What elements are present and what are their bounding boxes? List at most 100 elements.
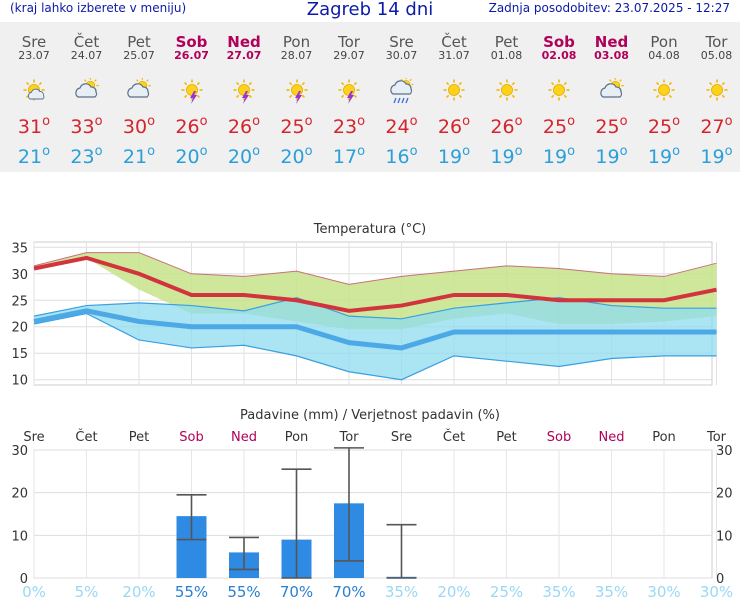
x-tick-label: Sob	[547, 430, 571, 445]
max-upper-line	[33, 252, 717, 285]
cloud-sun-icon	[74, 77, 100, 104]
min-temp: 20o	[175, 144, 208, 168]
probability-label: 70%	[332, 583, 365, 600]
x-tick-label: Pon	[652, 430, 676, 445]
min-temp: 16o	[385, 144, 418, 168]
day-name: Čet	[73, 33, 100, 51]
cloud-sun-icon	[126, 77, 152, 104]
probability-label: 20%	[437, 583, 470, 600]
max-temp: 23o	[332, 114, 366, 138]
sun-icon	[546, 78, 572, 104]
day-name: Tor	[338, 33, 360, 51]
day-date: 29.07	[333, 49, 365, 62]
day-column: Pet 01.08 26o 19o	[481, 22, 533, 168]
max-temp: 25o	[542, 114, 576, 138]
y-tick-label: 20	[11, 321, 28, 336]
max-temp: 24o	[385, 114, 418, 138]
day-column: Sob 02.08 25o 19o	[533, 22, 585, 168]
day-name: Sre	[21, 33, 47, 51]
max-temp: 25o	[647, 114, 681, 138]
max-temp: 25o	[595, 114, 628, 138]
max-temp: 33o	[70, 114, 103, 138]
min-upper-line	[33, 296, 717, 320]
y-tick-label-left: 20	[11, 487, 28, 502]
max-temp: 27o	[700, 114, 733, 138]
y-tick-label-left: 30	[11, 444, 28, 459]
day-name: Sob	[175, 33, 208, 51]
day-name: Pon	[650, 33, 678, 51]
min-temp: 21o	[17, 144, 51, 168]
thunder-sun-icon	[336, 78, 362, 104]
day-name: Pon	[282, 33, 311, 51]
probability-label: 25%	[490, 583, 523, 600]
min-temp: 19o	[647, 144, 681, 168]
min-temp: 19o	[542, 144, 576, 168]
min-temp: 19o	[490, 144, 523, 168]
cloud-sun-icon	[599, 77, 625, 104]
plot-area	[33, 449, 713, 579]
header-bar: (kraj lahko izberete v meniju) Zagreb 14…	[0, 0, 740, 22]
min-temp: 23o	[70, 144, 103, 168]
x-tick-label: Čet	[75, 429, 97, 445]
chart-title: Padavine (mm) / Verjetnost padavin (%)	[240, 408, 500, 423]
day-name: Ned	[594, 33, 629, 51]
location-hint: (kraj lahko izberete v meniju)	[10, 1, 187, 15]
thunder-sun-icon	[179, 78, 205, 104]
probability-label: 0%	[22, 583, 46, 600]
x-tick-label: Tor	[338, 430, 359, 445]
max-temp: 25o	[280, 114, 313, 138]
day-column: Ned 27.07 26o 20o	[218, 22, 270, 168]
probability-label: 55%	[227, 583, 260, 600]
x-tick-label: Čet	[443, 429, 465, 445]
day-date: 31.07	[438, 49, 470, 62]
day-column: Ned 03.08 25o 19o	[586, 22, 638, 168]
day-column: Tor 29.07 23o 17o	[323, 22, 375, 168]
day-column: Sob 26.07 26o 20o	[166, 22, 218, 168]
day-column: Čet 31.07 26o 19o	[428, 22, 480, 168]
y-tick-label: 35	[11, 241, 28, 256]
min-temp: 20o	[227, 144, 261, 168]
max-temp: 26o	[227, 114, 261, 138]
probability-label: 5%	[75, 583, 99, 600]
day-name: Sob	[543, 33, 575, 51]
probability-label: 35%	[542, 583, 575, 600]
y-tick-label: 10	[11, 374, 28, 389]
probability-label: 30%	[700, 583, 733, 600]
day-date: 25.07	[123, 49, 155, 62]
daily-forecast-panel: Sre 23.07 31o 21o Čet 24.07 33o 23o Pet 25.07 30o 2…	[0, 22, 740, 172]
x-tick-label: Ned	[231, 430, 257, 445]
probability-label: 35%	[595, 583, 628, 600]
day-date: 30.07	[385, 49, 418, 62]
y-tick-label-right: 20	[716, 487, 733, 502]
y-tick-label: 15	[11, 347, 28, 362]
min-temp: 19o	[595, 144, 628, 168]
min-lower-line	[33, 312, 717, 381]
rain-cloud-icon	[389, 77, 415, 104]
day-column: Pet 25.07 30o 21o	[113, 22, 165, 168]
day-date: 24.07	[70, 49, 103, 62]
day-name: Pet	[494, 33, 519, 51]
day-date: 01.08	[490, 49, 523, 62]
y-tick-label-right: 10	[716, 529, 733, 544]
sun-cloud-icon	[21, 78, 47, 104]
day-date: 03.08	[594, 49, 629, 62]
sun-icon	[494, 78, 520, 104]
page-title: Zagreb 14 dni	[306, 0, 434, 20]
x-tick-label: Sre	[23, 430, 44, 445]
min-temp: 19o	[700, 144, 733, 168]
day-date: 28.07	[280, 49, 313, 62]
probability-label: 55%	[175, 583, 208, 600]
day-column: Tor 05.08 27o 19o	[691, 22, 740, 168]
y-tick-label-right: 0	[716, 572, 724, 587]
y-tick-label-right: 30	[716, 444, 733, 459]
day-name: Tor	[705, 33, 728, 51]
min-temp: 21o	[122, 144, 156, 168]
max-temp: 26o	[437, 114, 471, 138]
y-tick-label: 25	[11, 294, 28, 309]
probability-label: 35%	[385, 583, 418, 600]
day-column: Čet 24.07 33o 23o	[61, 22, 113, 168]
max-temp: 31o	[17, 114, 51, 138]
day-column: Sre 23.07 31o 21o	[8, 22, 60, 168]
day-date: 26.07	[174, 49, 209, 62]
precipitation-chart: Padavine (mm) / Verjetnost padavin (%) Sr…	[11, 408, 733, 600]
